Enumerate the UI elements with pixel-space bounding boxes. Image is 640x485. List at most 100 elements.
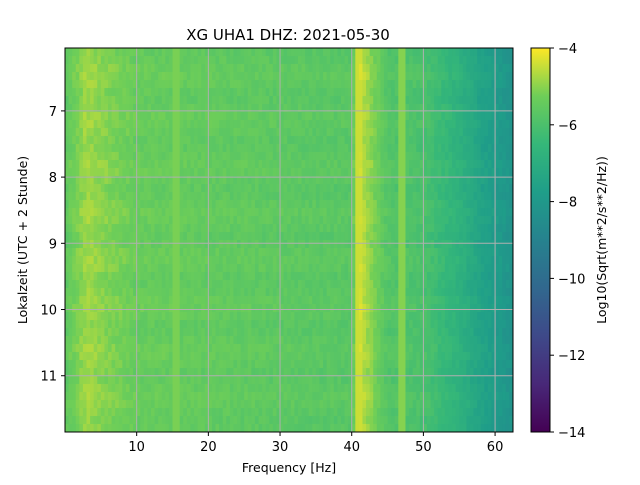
heatmap-cell <box>201 328 206 337</box>
heatmap-cell <box>108 64 113 73</box>
heatmap-cell <box>426 192 432 201</box>
heatmap-cell <box>226 296 231 305</box>
heatmap-cell <box>509 112 513 121</box>
heatmap-cell <box>115 232 120 241</box>
heatmap-cell <box>197 360 202 369</box>
heatmap-cell <box>409 128 414 137</box>
heatmap-cell <box>366 96 371 105</box>
heatmap-cell <box>437 112 442 121</box>
heatmap-cell <box>93 288 98 297</box>
heatmap-cell <box>176 232 181 241</box>
heatmap-cell <box>487 256 492 265</box>
heatmap-cell <box>337 80 342 89</box>
heatmap-cell <box>333 264 338 273</box>
heatmap-cell <box>172 328 177 337</box>
heatmap-cell <box>387 272 392 281</box>
heatmap-cell <box>412 104 417 113</box>
heatmap-cell <box>495 104 500 113</box>
heatmap-cell <box>115 80 120 89</box>
heatmap-cell <box>287 296 292 305</box>
heatmap-cell <box>398 312 403 321</box>
heatmap-cell <box>233 256 238 265</box>
heatmap-cell <box>269 48 274 57</box>
heatmap-cell <box>244 216 249 225</box>
heatmap-cell <box>244 344 249 353</box>
heatmap-cell <box>294 336 299 345</box>
heatmap-cell <box>251 352 256 361</box>
heatmap-cell <box>147 160 152 169</box>
heatmap-cell <box>75 48 80 57</box>
heatmap-cell <box>201 80 206 89</box>
heatmap-cell <box>115 224 120 233</box>
heatmap-cell <box>265 120 270 129</box>
heatmap-cell <box>308 72 313 81</box>
heatmap-cell <box>165 240 170 249</box>
heatmap-cell <box>462 328 467 337</box>
heatmap-cell <box>179 64 184 73</box>
heatmap-cell <box>122 288 127 297</box>
heatmap-cell <box>459 176 464 185</box>
heatmap-cell <box>133 128 138 137</box>
heatmap-cell <box>151 336 156 345</box>
heatmap-cell <box>312 312 317 321</box>
heatmap-cell <box>140 176 145 185</box>
heatmap-cell <box>82 56 88 65</box>
heatmap-cell <box>68 352 73 361</box>
heatmap-cell <box>104 280 109 289</box>
heatmap-cell <box>79 200 84 209</box>
heatmap-cell <box>391 88 396 97</box>
heatmap-cell <box>469 64 475 73</box>
heatmap-cell <box>82 224 88 233</box>
heatmap-cell <box>477 104 482 113</box>
heatmap-cell <box>308 320 313 329</box>
heatmap-cell <box>179 184 184 193</box>
heatmap-cell <box>280 88 285 97</box>
heatmap-cell <box>147 224 152 233</box>
heatmap-cell <box>376 360 381 369</box>
heatmap-cell <box>394 224 399 233</box>
heatmap-cell <box>190 272 195 281</box>
heatmap-cell <box>183 240 188 249</box>
heatmap-cell <box>290 304 295 313</box>
heatmap-cell <box>222 216 227 225</box>
heatmap-cell <box>161 232 166 241</box>
heatmap-cell <box>297 240 303 249</box>
heatmap-cell <box>140 256 145 265</box>
heatmap-cell <box>183 176 188 185</box>
heatmap-cell <box>247 224 252 233</box>
heatmap-cell <box>154 48 159 57</box>
heatmap-cell <box>480 152 485 161</box>
heatmap-cell <box>337 176 342 185</box>
heatmap-cell <box>305 264 310 273</box>
heatmap-cell <box>373 264 378 273</box>
heatmap-cell <box>215 112 220 121</box>
heatmap-cell <box>484 200 489 209</box>
heatmap-cell <box>369 280 374 289</box>
heatmap-cell <box>423 88 428 97</box>
heatmap-cell <box>462 312 467 321</box>
heatmap-cell <box>473 344 478 353</box>
heatmap-cell <box>186 56 191 65</box>
heatmap-cell <box>405 200 410 209</box>
heatmap-cell <box>140 80 145 89</box>
heatmap-cell <box>394 104 399 113</box>
heatmap-cell <box>473 80 478 89</box>
heatmap-cell <box>376 72 381 81</box>
heatmap-cell <box>111 144 116 153</box>
heatmap-cell <box>262 64 267 73</box>
heatmap-cell <box>93 272 98 281</box>
heatmap-cell <box>183 232 188 241</box>
heatmap-cell <box>133 208 138 217</box>
heatmap-cell <box>380 104 385 113</box>
heatmap-cell <box>136 296 141 305</box>
heatmap-cell <box>280 112 285 121</box>
heatmap-cell <box>154 272 159 281</box>
heatmap-cell <box>409 224 414 233</box>
heatmap-cell <box>283 192 288 201</box>
heatmap-cell <box>434 208 439 217</box>
heatmap-cell <box>262 312 267 321</box>
heatmap-cell <box>441 104 446 113</box>
heatmap-cell <box>459 216 464 225</box>
heatmap-cell <box>219 232 224 241</box>
heatmap-cell <box>108 344 113 353</box>
